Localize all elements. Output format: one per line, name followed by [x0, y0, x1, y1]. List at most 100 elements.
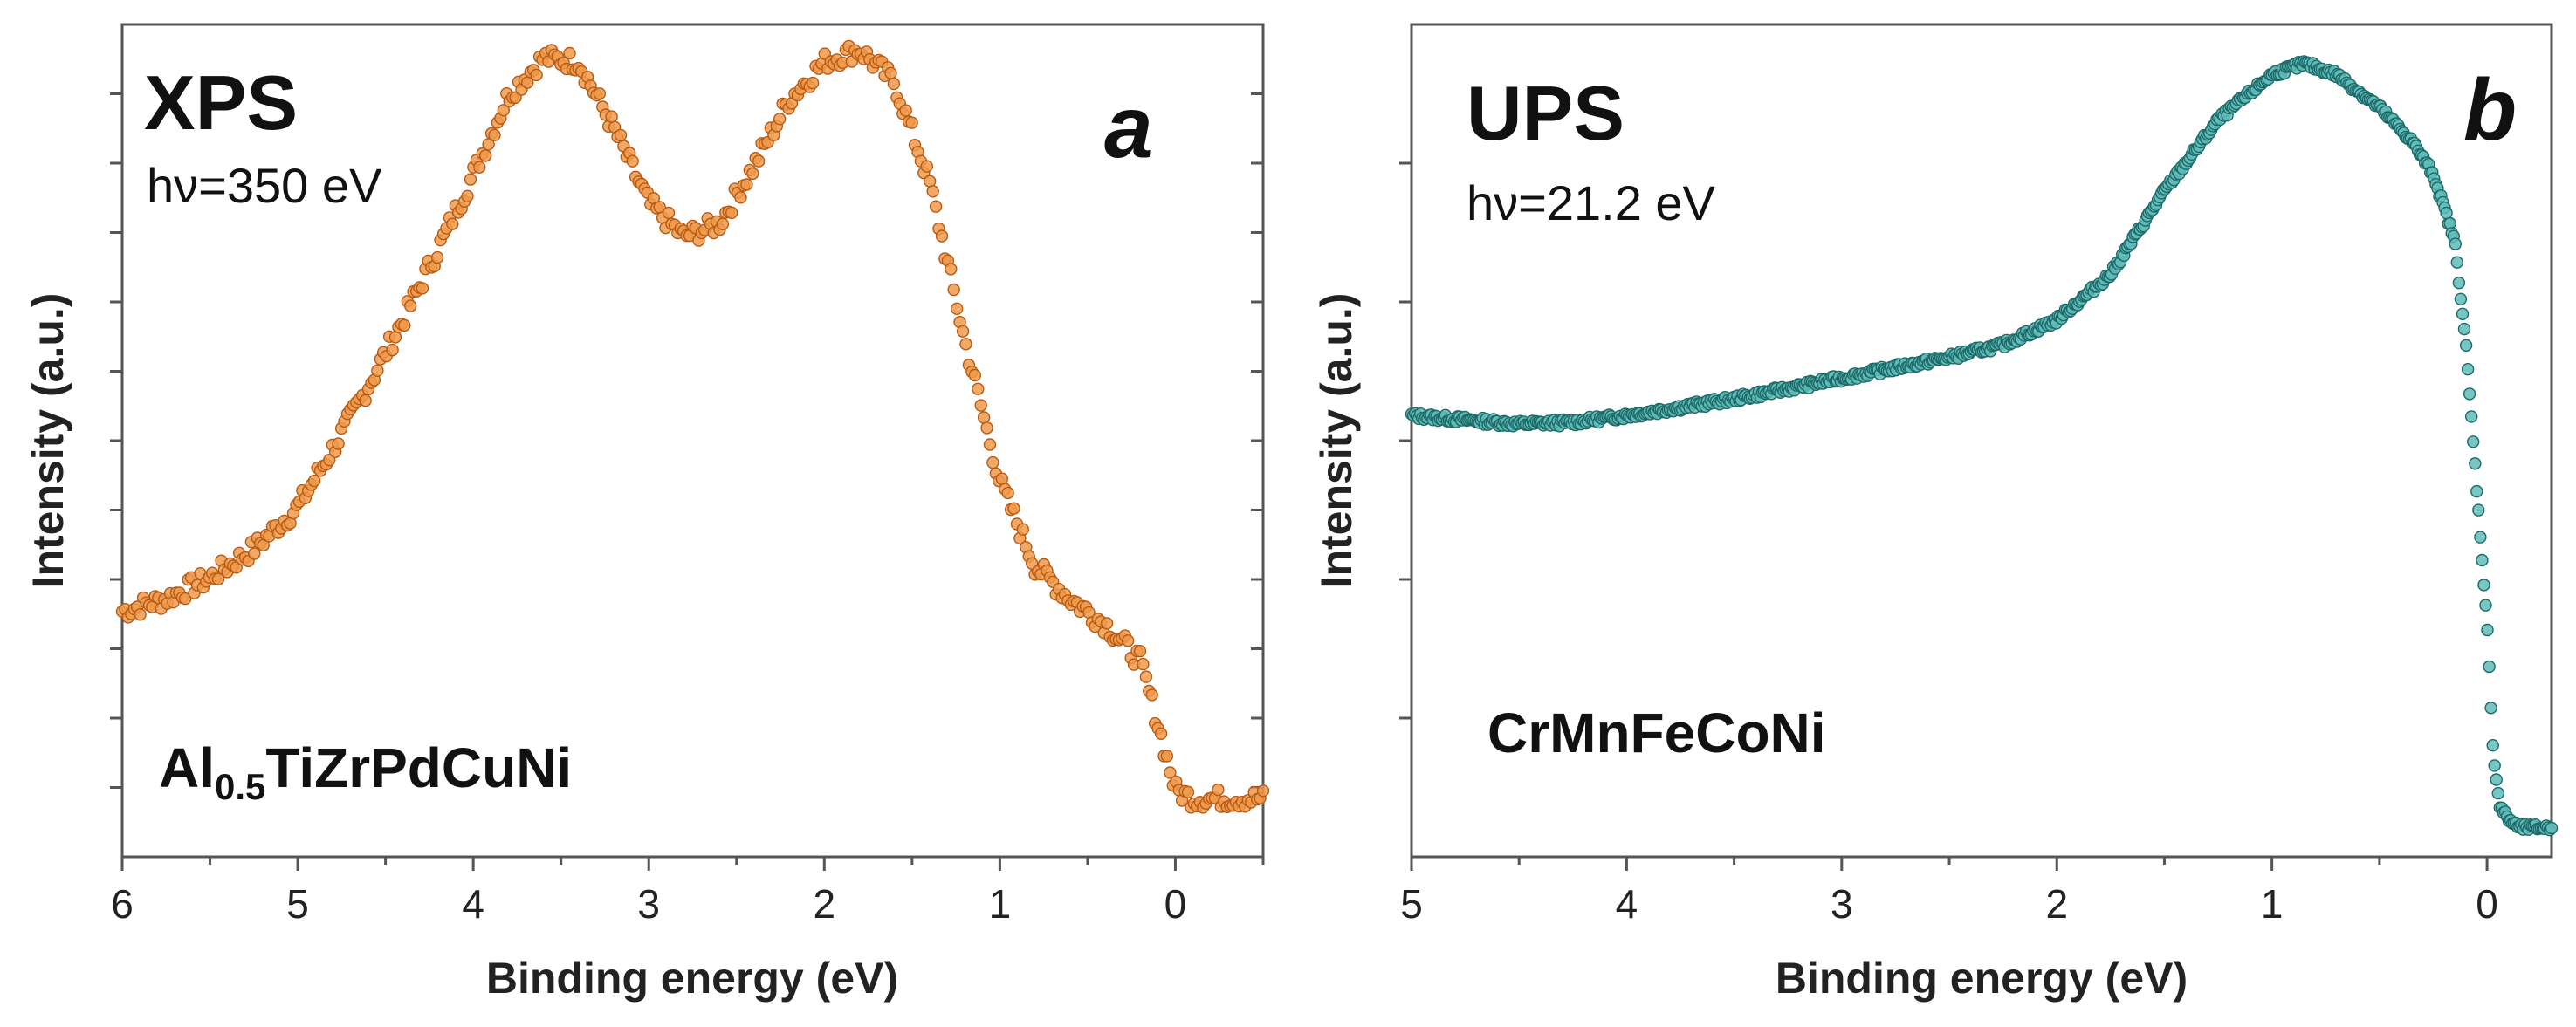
panel-b-data-point: [2449, 237, 2463, 250]
panel-a-data-point: [1121, 634, 1135, 647]
panel-b-data-point: [2459, 339, 2473, 352]
panel-a-y-axis-title: Intensity (a.u.): [24, 293, 72, 589]
panel-a-data-point: [1160, 750, 1174, 763]
panel-b-data-point: [2491, 786, 2505, 800]
panel-a-data-point: [1145, 688, 1158, 702]
panel-a-x-tick-label: 5: [286, 881, 309, 927]
panel-b-ticks: [1399, 161, 2489, 871]
panel-a-data-point: [956, 325, 970, 338]
panel-a-data-point: [479, 149, 492, 162]
panel-b-data-point: [2450, 256, 2464, 269]
panel-a-data-point: [430, 250, 444, 264]
panel-a-data-point: [416, 282, 429, 295]
panel-a-data-point: [926, 185, 939, 198]
panel-b-x-tick-label: 0: [2476, 881, 2498, 927]
panel-a-x-tick-label: 4: [462, 881, 484, 927]
panel-a-plot-frame: [120, 23, 1265, 859]
panel-b-x-axis-title: Binding energy (eV): [1776, 954, 2188, 1003]
panel-a-data-point: [371, 364, 384, 377]
panel-a-data-point: [980, 421, 993, 435]
panel-a-data-point: [1154, 727, 1168, 740]
panel-a-data-point: [461, 189, 474, 203]
panel-a-data-point: [446, 217, 459, 230]
panel-b-data-points: [1405, 55, 2559, 837]
panel-a-data-point: [248, 547, 261, 560]
panel-b-data-point: [2481, 623, 2494, 637]
panel-a-data-point: [473, 161, 486, 174]
panel-a-data-point: [752, 154, 766, 168]
panel-b-data-point: [2469, 457, 2482, 470]
panel-a-data-point: [1007, 502, 1020, 515]
panel-b-technique: UPS: [1467, 70, 1625, 156]
panel-b-data-point: [2488, 759, 2501, 772]
panel-a-data-point: [1181, 785, 1195, 798]
panel-a-data-point: [947, 283, 960, 297]
panel-a-data-point: [404, 299, 417, 312]
panel-a-data-point: [307, 474, 321, 488]
panel-a-data-point: [734, 191, 747, 204]
panel-a-data-point: [662, 206, 676, 220]
panel-a-data-point: [178, 592, 192, 606]
panel-a-data-point: [530, 68, 543, 82]
panel-a-data-point: [806, 76, 820, 90]
panel-a-x-axis-title: Binding energy (eV): [486, 954, 898, 1003]
panel-a-sample-label: Al0.5TiZrPdCuNi: [159, 736, 572, 807]
panel-a-data-point: [773, 113, 787, 126]
panel-a-data-point: [614, 128, 628, 142]
panel-b-data-point: [2474, 531, 2487, 544]
panel-b-data-point: [2490, 773, 2503, 786]
panel-a-data-point: [972, 382, 985, 395]
panel-b-x-tick-label: 3: [1831, 881, 1853, 927]
panel-a-data-point: [884, 66, 897, 80]
panel-a-data-point: [995, 472, 1009, 485]
panel-a-x-tick-labels: 6 5 4 3 2 1 0: [111, 881, 1186, 927]
panel-a-sample-rest: TiZrPdCuNi: [265, 736, 572, 799]
panel-a-data-point: [593, 87, 607, 100]
panel-a-sample-base: Al: [159, 736, 215, 799]
panel-a-ticks: [110, 92, 1265, 871]
panel-b-data-point: [2486, 739, 2499, 752]
panel-a-data-point: [1001, 486, 1014, 500]
panel-a-data-point: [725, 206, 738, 220]
panel-b-ups: 5 4 3 2 1 0 UPS hν=21.2 eV b CrMnFeCoNi Bindi…: [1312, 23, 2559, 1003]
panel-b-data-point: [2464, 410, 2478, 423]
panel-a-data-point: [899, 104, 912, 117]
panel-b-x-tick-label: 2: [2045, 881, 2068, 927]
panel-a-data-point: [497, 104, 510, 117]
panel-a-data-point: [935, 229, 949, 243]
panel-a-data-point: [1137, 657, 1150, 671]
panel-a-technique: XPS: [144, 59, 298, 146]
panel-a-data-point: [920, 160, 934, 173]
panel-a-data-point: [1212, 783, 1225, 797]
panel-b-x-tick-label: 5: [1400, 881, 1423, 927]
panel-b-data-point: [2484, 702, 2497, 715]
panel-a-data-point: [1256, 784, 1270, 798]
panel-b-data-point: [2456, 307, 2470, 320]
panel-a-data-point: [905, 116, 918, 129]
panel-a-x-tick-label: 6: [111, 881, 134, 927]
panel-a-x-tick-label: 2: [814, 881, 836, 927]
panel-b-data-point: [2470, 484, 2483, 498]
panel-a-data-point: [968, 368, 982, 382]
panel-a-data-point: [974, 399, 987, 412]
panel-b-data-point: [2477, 579, 2490, 592]
panel-a-data-point: [386, 343, 399, 357]
panel-b-data-point: [2443, 216, 2456, 230]
panel-a-data-point: [983, 438, 997, 451]
panel-a-data-point: [563, 46, 576, 60]
panel-a-sample-subscript: 0.5: [215, 766, 265, 807]
panel-a-data-point: [929, 200, 943, 213]
panel-a-data-points: [115, 39, 1270, 814]
panel-a-data-point: [959, 338, 972, 351]
panel-b-data-point: [2545, 821, 2559, 835]
panel-b-data-point: [2440, 206, 2453, 220]
panel-b-data-point: [2483, 660, 2496, 674]
panel-b-data-point: [2466, 435, 2480, 448]
panel-b-data-point: [2457, 322, 2471, 336]
panel-a-data-point: [740, 178, 753, 191]
panel-a-data-point: [464, 173, 477, 186]
panel-b-data-point: [2454, 292, 2468, 305]
panel-b-data-point: [2463, 387, 2476, 401]
panel-b-data-point: [2461, 363, 2475, 376]
